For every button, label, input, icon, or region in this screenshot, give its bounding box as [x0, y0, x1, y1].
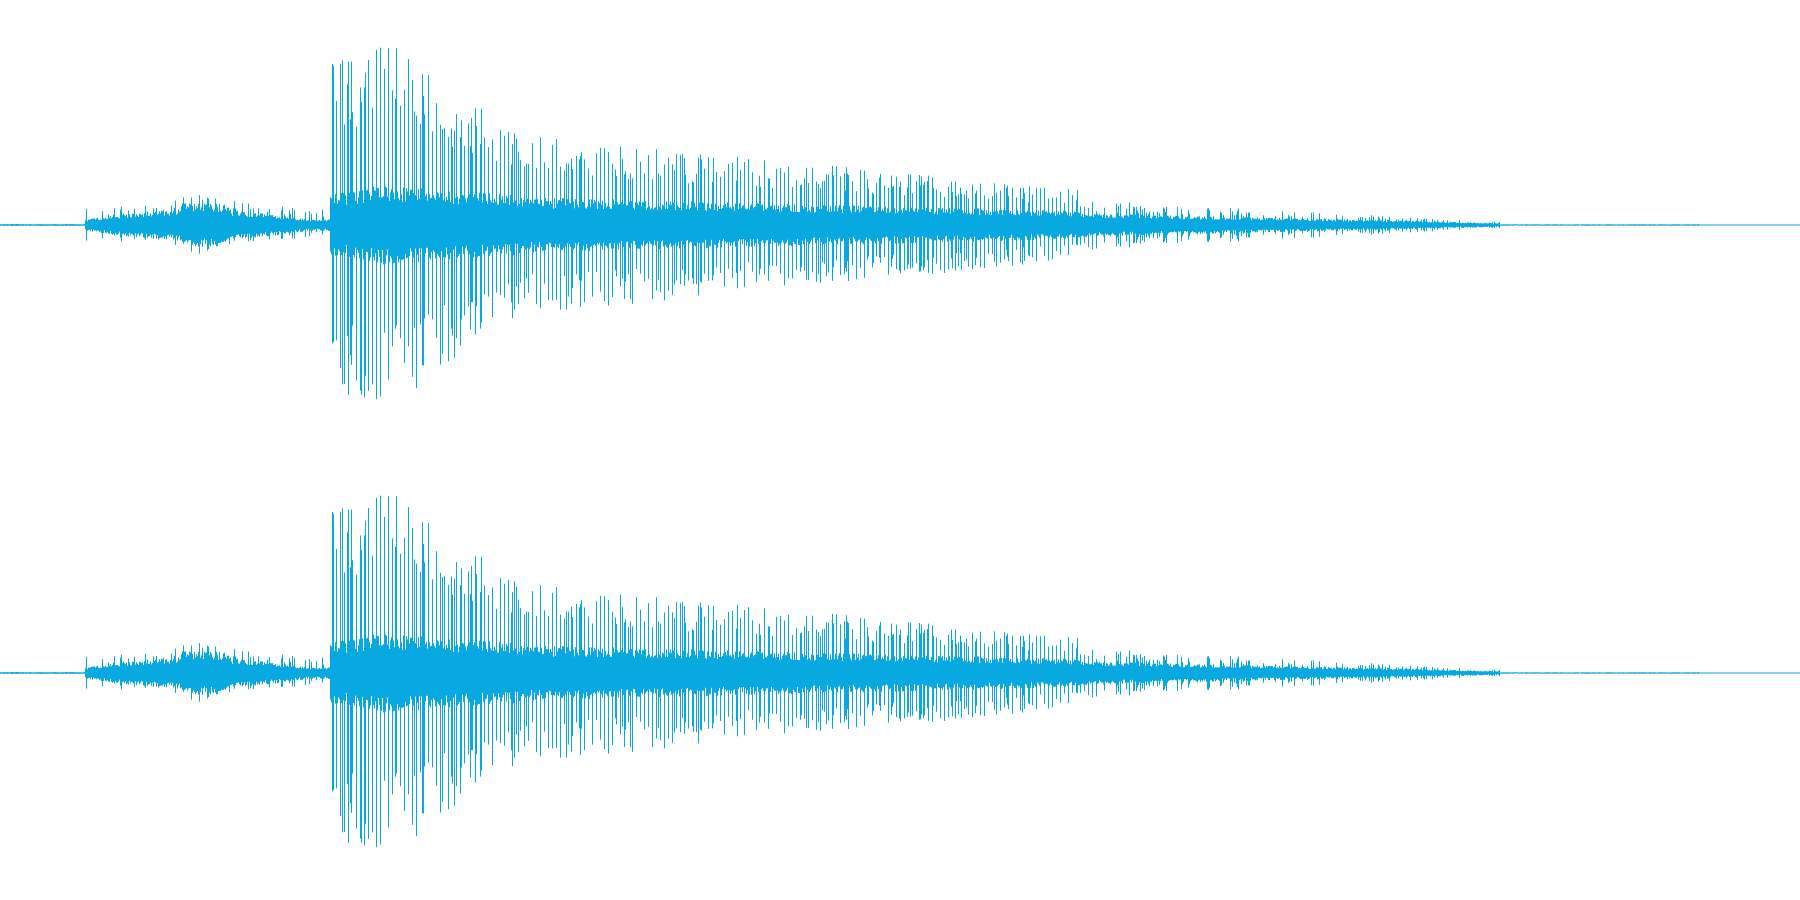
channel-2-waveform[interactable] — [0, 450, 1800, 900]
channel-1-svg — [0, 47, 1800, 400]
waveform-trace — [0, 495, 1800, 848]
waveform-trace — [0, 47, 1800, 400]
channel-1-waveform[interactable] — [0, 0, 1800, 450]
channel-2-svg — [0, 495, 1800, 848]
